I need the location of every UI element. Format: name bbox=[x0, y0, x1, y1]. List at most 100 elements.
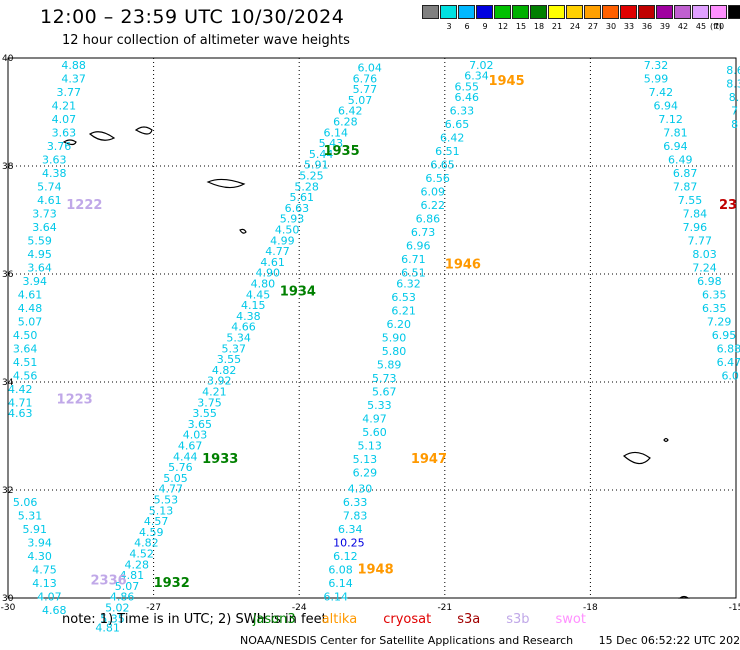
wave-height-reading: 5.33 bbox=[367, 399, 392, 412]
wave-height-reading: 4.67 bbox=[178, 440, 203, 453]
wave-height-reading: 6.14 bbox=[328, 577, 353, 590]
wave-height-reading: 8.5 bbox=[729, 91, 740, 104]
wave-height-reading: 6.53 bbox=[391, 291, 416, 304]
wave-height-reading: 3.63 bbox=[52, 126, 77, 139]
wave-height-reading: 4.30 bbox=[27, 550, 52, 563]
wave-height-reading: 7.83 bbox=[343, 510, 368, 523]
colorbar-swatch bbox=[494, 5, 511, 19]
wave-height-reading: 4.15 bbox=[241, 299, 266, 312]
wave-height-reading: 8 bbox=[731, 118, 738, 131]
wave-height-reading: 4.38 bbox=[42, 167, 66, 180]
wave-height-reading: 4.07 bbox=[52, 113, 77, 126]
satellite-legend-jason3: jason3 bbox=[252, 612, 296, 627]
wave-height-reading: 5.74 bbox=[37, 180, 62, 193]
wave-height-reading: 4.42 bbox=[8, 383, 33, 396]
wave-height-reading: 5.25 bbox=[299, 170, 324, 183]
wave-height-reading: 5.34 bbox=[226, 332, 251, 345]
longitude-tick-label: -30 bbox=[1, 603, 16, 613]
pass-time-label: 1934 bbox=[280, 285, 316, 300]
colorbar-swatch bbox=[728, 5, 740, 19]
wave-height-reading: 4.90 bbox=[256, 267, 281, 280]
wave-height-reading: 6.14 bbox=[323, 126, 348, 139]
colorbar-swatch bbox=[602, 5, 619, 19]
wave-height-reading: 6.71 bbox=[401, 253, 426, 266]
wave-height-reading: 3.64 bbox=[32, 221, 57, 234]
wave-height-reading: 4.45 bbox=[246, 288, 271, 301]
footer: NOAA/NESDIS Center for Satellite Applica… bbox=[240, 634, 740, 647]
wave-height-reading: 7.77 bbox=[687, 234, 712, 247]
colorbar-swatch bbox=[512, 5, 529, 19]
wave-height-reading: 4.95 bbox=[27, 248, 52, 261]
longitude-tick-label: -15 bbox=[729, 603, 740, 613]
wave-height-reading: 4.88 bbox=[61, 59, 86, 72]
wave-height-reading: 4.48 bbox=[18, 302, 42, 315]
wave-height-reading: 5.80 bbox=[382, 345, 407, 358]
wave-height-reading: 4.21 bbox=[52, 99, 77, 112]
colorbar-swatch bbox=[476, 5, 493, 19]
map-frame bbox=[7, 57, 737, 599]
wave-height-reading: 6.35 bbox=[702, 302, 727, 315]
wave-height-reading: 4.99 bbox=[270, 234, 295, 247]
wave-height-reading: 6.65 bbox=[430, 159, 455, 172]
note-text: note: 1) Time is in UTC; 2) SWH is in fe… bbox=[62, 612, 327, 627]
wave-height-reading: 4.07 bbox=[37, 591, 62, 604]
wave-height-reading: 3.94 bbox=[23, 275, 47, 288]
wave-height-reading: 6.33 bbox=[343, 496, 368, 509]
wave-height-reading: 4.61 bbox=[37, 194, 62, 207]
wave-height-reading: 6.14 bbox=[323, 591, 348, 604]
wave-height-reading: 5.13 bbox=[357, 440, 382, 453]
pass-time-label: 1948 bbox=[357, 563, 393, 578]
wave-height-reading: 8.3 bbox=[726, 78, 740, 91]
wave-height-reading: 5.06 bbox=[13, 496, 38, 509]
wave-height-colorbar: 3 6 9 12 15 18 21 24 27 30 33 36 39 42 45 70 (ft) bbox=[422, 5, 740, 31]
satellite-legend-s3b: s3b bbox=[506, 612, 530, 627]
island-outline bbox=[239, 228, 247, 234]
wave-height-reading: 4.51 bbox=[13, 356, 38, 369]
wave-height-reading: 6.95 bbox=[712, 329, 737, 342]
colorbar-swatch bbox=[710, 5, 727, 19]
colorbar-swatch bbox=[440, 5, 457, 19]
colorbar-label: 30 bbox=[605, 22, 617, 31]
wave-height-reading: 4.77 bbox=[265, 245, 290, 258]
wave-height-reading: 3.64 bbox=[13, 342, 38, 355]
wave-height-reading: 3.77 bbox=[57, 86, 82, 99]
latitude-tick-label: 30 bbox=[2, 594, 14, 604]
colorbar-label: 70 bbox=[713, 22, 725, 31]
wave-height-reading: 4.28 bbox=[124, 558, 149, 571]
wave-height-reading: 5.05 bbox=[163, 472, 188, 485]
wave-height-reading: 6.28 bbox=[333, 116, 358, 129]
wave-height-reading: 5.61 bbox=[289, 191, 314, 204]
colorbar-unit: (ft) bbox=[710, 22, 723, 31]
island-outline bbox=[623, 451, 651, 465]
wave-height-reading: 3.73 bbox=[32, 207, 57, 220]
wave-height-reading: 5.44 bbox=[309, 148, 334, 161]
colorbar-swatch bbox=[458, 5, 475, 19]
wave-height-reading: 7.87 bbox=[673, 180, 698, 193]
wave-height-reading: 3.76 bbox=[47, 140, 72, 153]
wave-height-reading: 5.59 bbox=[27, 234, 52, 247]
pass-time-label: 1933 bbox=[202, 452, 238, 467]
wave-height-reading: 6.94 bbox=[653, 99, 678, 112]
wave-height-reading: 7.81 bbox=[663, 126, 688, 139]
latitude-tick-label: 40 bbox=[2, 54, 14, 64]
wave-height-reading: 4.63 bbox=[8, 407, 33, 420]
wave-height-reading: 5.07 bbox=[348, 94, 373, 107]
colorbar-swatch bbox=[620, 5, 637, 19]
colorbar-label: 36 bbox=[641, 22, 653, 31]
note-line: note: 1) Time is in UTC; 2) SWH is in fe… bbox=[62, 612, 586, 627]
colorbar-label: 21 bbox=[551, 22, 563, 31]
colorbar-label: 45 bbox=[695, 22, 707, 31]
wave-height-reading: 6.87 bbox=[673, 167, 698, 180]
wave-height-reading: 5.77 bbox=[353, 83, 378, 96]
island-outline bbox=[62, 139, 77, 146]
wave-height-reading: 6.22 bbox=[421, 199, 446, 212]
wave-height-reading: 5.93 bbox=[280, 213, 305, 226]
colorbar-swatch bbox=[692, 5, 709, 19]
wave-height-reading: 6.08 bbox=[328, 564, 353, 577]
satellite-legend-altika: altika bbox=[321, 612, 358, 627]
wave-height-reading: 6.34 bbox=[338, 523, 363, 536]
island-outline bbox=[88, 131, 116, 141]
wave-height-reading: 7.29 bbox=[707, 315, 732, 328]
wave-height-reading: 6.76 bbox=[353, 72, 378, 85]
colorbar-swatch bbox=[584, 5, 601, 19]
